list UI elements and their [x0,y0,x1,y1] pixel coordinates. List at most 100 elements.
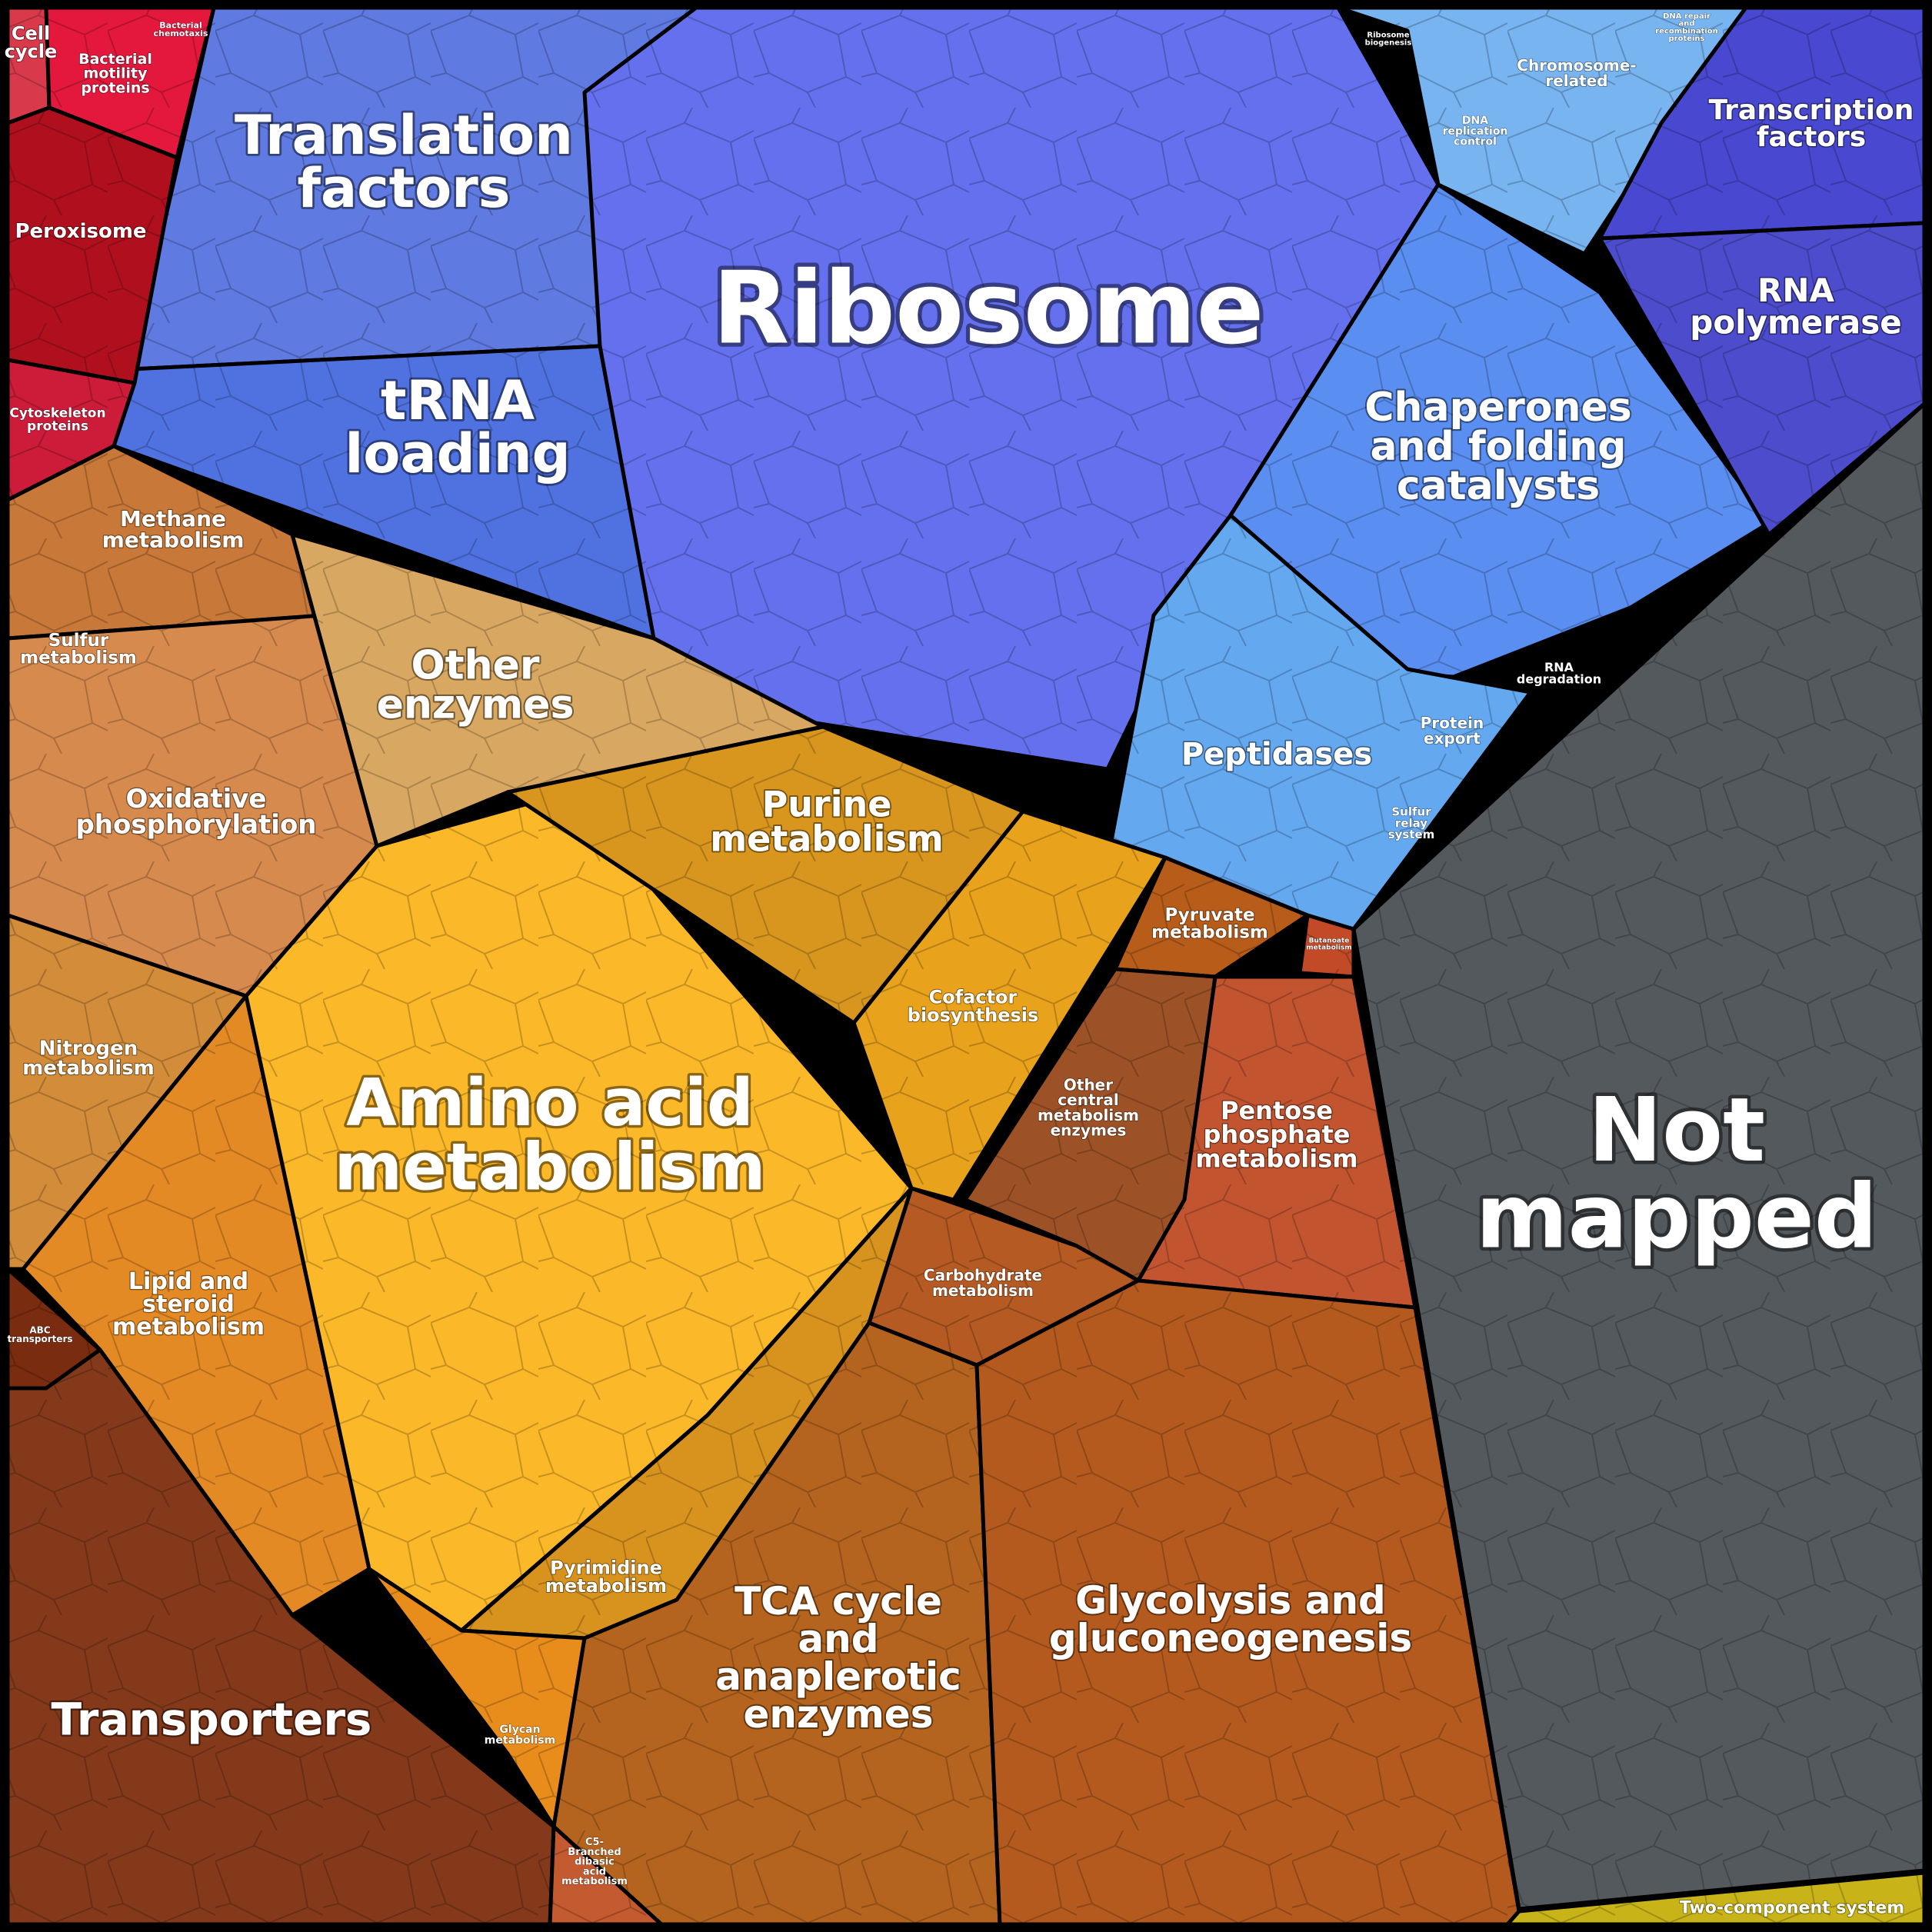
translation-factors-label: Translation factors [235,104,573,220]
rna-polymerase-label-line: polymerase [1690,303,1901,341]
rna-polymerase-label: RNA polymerase [1690,271,1901,341]
bacterial-motility-label-line: motility [84,65,148,82]
tca-label-line: anaplerotic [715,1654,961,1699]
other-enzymes-label-line: Other [411,643,540,689]
ribosome-label: Ribosome [712,250,1264,367]
carbohydrate-label-line: metabolism [932,1281,1034,1300]
dna-replication-label-line: DNA [1462,115,1488,127]
amino-acid-label-line: Amino acid [346,1065,754,1141]
oxphos-label: Oxidative phosphorylation [75,784,316,840]
glycan-label-line: Glycan [499,1724,540,1736]
bacterial-motility-label-line: Bacterial [78,51,152,68]
chromosome-related-label: Chromosome-related [1517,56,1636,90]
cytoskeleton-label-line: Cytoskeleton [9,406,105,421]
nitrogen-label: Nitrogen metabolism [22,1037,155,1079]
butanoate-label-line: metabolism [1306,944,1351,952]
dna-repair-label-line: proteins [1668,35,1704,43]
lipid-label-line: steroid [142,1291,235,1318]
lipid-label: Lipid and steroid metabolism [112,1268,265,1341]
trna-loading-label-line: loading [345,422,570,485]
pyruvate-label-line: Pyruvate [1164,905,1254,925]
oxphos-label-line: phosphorylation [75,810,316,841]
other-enzymes-label-line: enzymes [377,682,575,728]
methane-label-line: metabolism [102,528,245,553]
lipid-label-line: metabolism [112,1314,265,1341]
pentose-label-line: metabolism [1195,1144,1357,1174]
protein-export-label-line: export [1424,729,1481,748]
pentose-label-line: Pentose [1221,1096,1333,1125]
other-central-label-line: Other [1064,1076,1113,1094]
butanoate-label: Butanoate metabolism [1306,938,1351,952]
rna-degradation-label-line: degradation [1517,671,1601,686]
tca-label-line: enzymes [744,1692,934,1737]
translation-factors-label-line: factors [298,157,511,220]
two-component-label-line: Two-component system [1680,1899,1904,1918]
ribosome-biogenesis-label-line: Ribosome [1367,32,1409,40]
cytoskeleton-label-line: proteins [27,418,88,434]
sulfur-relay-label-line: system [1388,828,1435,841]
trna-loading-label: tRNA loading [345,369,570,485]
cell-cycle-label: Cell cycle [5,23,58,63]
cytoskeleton-label: Cytoskeleton proteins [9,406,105,435]
pentose-label-line: phosphate [1204,1120,1351,1149]
dna-replication-label-line: replication [1443,125,1508,138]
sulfur-label-line: metabolism [20,648,137,668]
pyruvate-label: Pyruvate metabolism [1151,905,1268,943]
cofactor-label-line: Cofactor [929,987,1018,1008]
glycolysis-label-line: gluconeogenesis [1049,1616,1412,1661]
pyrimidine-label-line: metabolism [545,1575,667,1597]
tca-label-line: and [798,1617,878,1661]
pyruvate-label-line: metabolism [1151,922,1268,942]
glycolysis-label-line: Glycolysis and [1075,1578,1386,1623]
sulfur-relay-label-line: relay [1395,816,1427,830]
dna-replication-label-line: control [1454,136,1497,148]
methane-label-line: Methane [120,506,226,531]
c5-branched-label-line: acid [583,1866,606,1877]
c5-branched-label-line: C5- [585,1837,604,1848]
chaperones-label-line: Chaperones [1364,385,1631,431]
nitrogen-label-line: Nitrogen [39,1037,138,1060]
tca-label: TCA cycle and anaplerotic enzymes [715,1579,961,1737]
transporters-label-line: Transporters [52,1693,372,1745]
tca-label-line: TCA cycle [734,1579,942,1624]
nitrogen-label-line: metabolism [22,1057,155,1080]
dna-repair-label-line: recombination [1655,27,1718,35]
dna-repair-label: DNA repair and recombination proteins [1655,12,1718,43]
peroxisome-label-line: Peroxisome [15,220,146,243]
carbohydrate-label: Carbohydrate metabolism [924,1266,1042,1300]
cofactor-label: Cofactor biosynthesis [908,987,1039,1027]
chromosome-related-label-line: Chromosome- [1517,56,1636,75]
cell-cycle-label-line: Cell [12,23,50,45]
chaperones-label-line: catalysts [1397,463,1600,509]
glycan-label: Glycan metabolism [485,1724,555,1747]
bacterial-chemotaxis-label-line: chemotaxis [154,28,208,38]
transcription-factors-label: Transcription factors [1709,95,1914,153]
rna-degradation-label: RNA degradation [1517,660,1601,687]
sulfur-label-line: Sulfur [48,631,109,651]
glycolysis-label: Glycolysis and gluconeogenesis [1049,1578,1412,1661]
oxphos-label-line: Oxidative [126,784,267,814]
chromosome-related-label-line: related [1545,72,1607,90]
chaperones-label: Chaperones and folding catalysts [1364,385,1631,509]
transcription-factors-label-line: factors [1757,122,1866,153]
c5-branched-label: C5-Branched dibasic acid metabolism [561,1837,628,1887]
lipid-label-line: Lipid and [128,1268,248,1295]
ribosome-label-line: Ribosome [712,250,1264,367]
bacterial-motility-label: Bacterial motility proteins [78,51,152,96]
translation-factors-label-line: Translation [235,104,573,167]
abc-label: ABC transporters [7,1324,72,1344]
purine-label-line: Purine [762,784,892,825]
other-central-label: Other central metabolism enzymes [1038,1076,1139,1140]
chaperones-label-line: and folding [1371,424,1627,470]
two-component-label: Two-component system [1680,1899,1904,1918]
c5-branched-label-line: dibasic [575,1857,615,1868]
bacterial-motility-label-line: proteins [81,79,149,96]
dna-repair-label-line: and [1678,20,1694,28]
not-mapped-label: Not mapped [1476,1079,1877,1269]
dna-replication-label: DNA replication control [1443,115,1508,148]
transporters-label: Transporters [52,1693,372,1745]
bacterial-chemotaxis-label-line: Bacterial [159,20,202,30]
amino-acid-label: Amino acid metabolism [335,1065,766,1205]
